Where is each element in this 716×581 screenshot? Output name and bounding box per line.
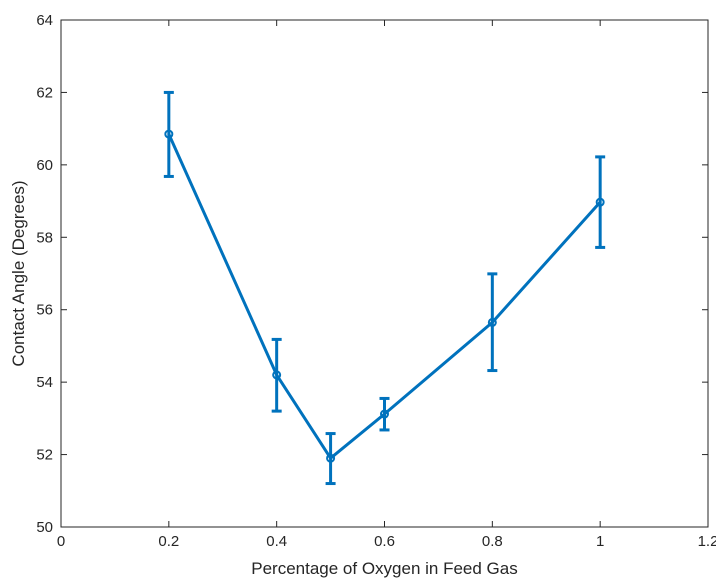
y-axis-ticks: 50 52 54 56 58 60 62 64 bbox=[36, 12, 53, 536]
y-tick-label: 54 bbox=[36, 374, 53, 391]
data-point-marker bbox=[487, 317, 497, 327]
plot-frame bbox=[60, 19, 709, 528]
data-point-marker bbox=[272, 370, 282, 380]
y-tick-label: 60 bbox=[36, 157, 53, 174]
y-tick-label: 58 bbox=[36, 229, 53, 246]
x-tick-label: 1 bbox=[596, 533, 604, 550]
y-tick-label: 52 bbox=[36, 447, 53, 464]
y-tick-label: 62 bbox=[36, 84, 53, 101]
y-tick-label: 64 bbox=[36, 12, 53, 29]
x-tick-label: 0.8 bbox=[482, 533, 503, 550]
data-point-marker bbox=[326, 453, 336, 463]
x-axis-ticks: 0 0.2 0.4 0.6 0.8 1 1.2 bbox=[57, 533, 716, 550]
y-tick-label: 50 bbox=[36, 519, 53, 536]
x-axis-title: Percentage of Oxygen in Feed Gas bbox=[251, 559, 518, 578]
axes bbox=[60, 19, 709, 528]
x-tick-label: 1.2 bbox=[698, 533, 716, 550]
x-tick-label: 0.2 bbox=[158, 533, 179, 550]
data-point-marker bbox=[595, 197, 605, 207]
x-tick-label: 0 bbox=[57, 533, 65, 550]
series-group bbox=[163, 90, 606, 486]
x-tick-label: 0.6 bbox=[374, 533, 395, 550]
series-line bbox=[167, 133, 602, 460]
y-tick-label: 56 bbox=[36, 302, 53, 319]
x-tick-label: 0.4 bbox=[266, 533, 287, 550]
y-axis-title: Contact Angle (Degrees) bbox=[9, 180, 28, 366]
data-point-marker bbox=[380, 409, 389, 419]
data-point-marker bbox=[164, 129, 174, 139]
